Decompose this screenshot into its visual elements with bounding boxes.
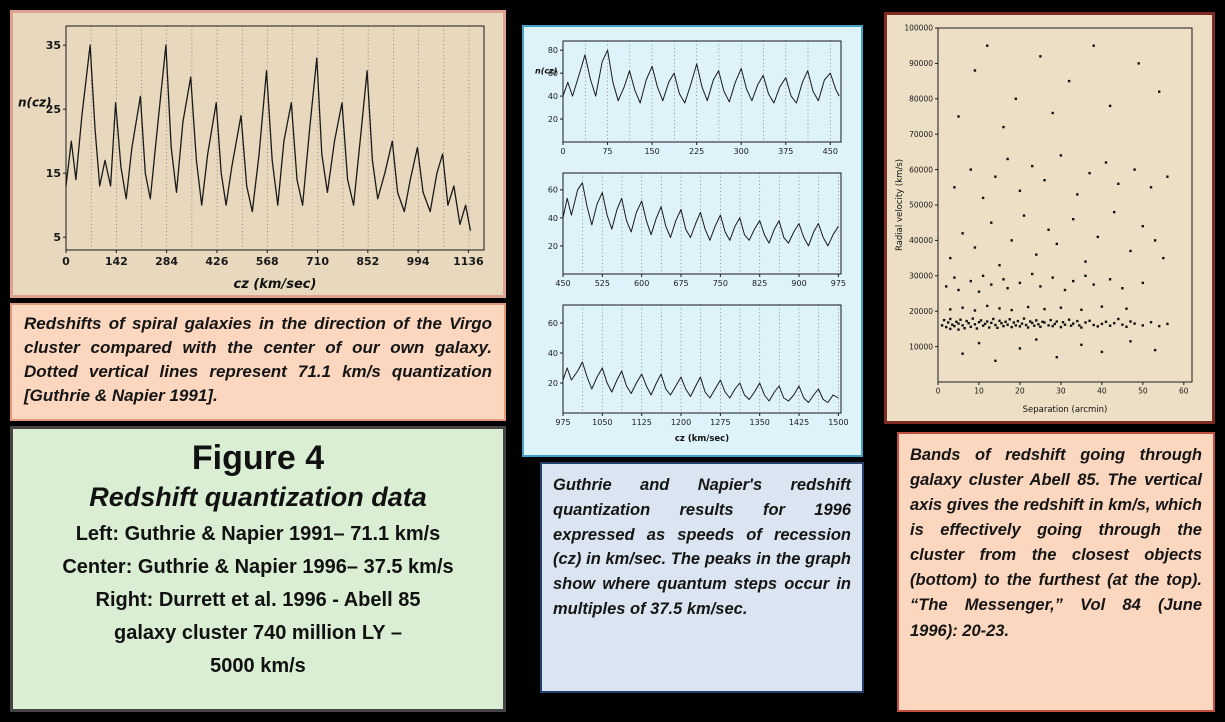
svg-text:80: 80 — [547, 46, 557, 55]
svg-text:40: 40 — [1097, 387, 1107, 396]
svg-text:225: 225 — [689, 147, 704, 156]
svg-text:40: 40 — [547, 92, 557, 101]
svg-text:10000: 10000 — [909, 342, 933, 351]
svg-text:375: 375 — [778, 147, 793, 156]
svg-text:284: 284 — [155, 255, 178, 268]
svg-text:50: 50 — [1138, 387, 1148, 396]
svg-text:35: 35 — [46, 39, 61, 52]
abell85-scatter-chart: 0 10 20 30 40 50 60 10000 20000 30000 40000 50000 60… — [890, 18, 1209, 416]
svg-text:525: 525 — [594, 279, 609, 288]
svg-text:60: 60 — [547, 186, 557, 195]
gn1996-line-chart-panel3: 975 1050 1125 1200 1275 1350 1425 1500 20 40 60 cz … — [535, 299, 851, 445]
svg-text:60000: 60000 — [909, 165, 933, 174]
svg-text:710: 710 — [306, 255, 329, 268]
virgo-caption-text: Redshifts of spiral galaxies in the dire… — [24, 314, 492, 406]
svg-text:75: 75 — [602, 147, 612, 156]
svg-text:852: 852 — [356, 255, 379, 268]
gn1996-caption-box: Guthrie and Napier's redshift quantizati… — [540, 462, 864, 693]
svg-text:150: 150 — [644, 147, 659, 156]
svg-text:1275: 1275 — [710, 418, 730, 427]
svg-text:60: 60 — [1179, 387, 1189, 396]
svg-text:5: 5 — [53, 231, 61, 244]
svg-text:70000: 70000 — [909, 130, 933, 139]
figure-legend-right-cont2: 5000 km/s — [210, 655, 306, 677]
svg-text:cz (km/sec): cz (km/sec) — [674, 434, 728, 444]
svg-text:1425: 1425 — [788, 418, 808, 427]
svg-text:1136: 1136 — [453, 255, 484, 268]
figure-subtitle: Redshift quantization data — [89, 482, 427, 512]
svg-text:n(cz): n(cz) — [18, 96, 52, 110]
svg-text:40: 40 — [547, 214, 557, 223]
svg-text:975: 975 — [555, 418, 570, 427]
svg-text:90000: 90000 — [909, 59, 933, 68]
svg-text:25: 25 — [46, 103, 61, 116]
gn1996-line-chart-panel1: 0 75 150 225 300 375 450 20 40 60 80 n(cz) — [535, 35, 851, 159]
svg-text:1350: 1350 — [749, 418, 769, 427]
svg-text:100000: 100000 — [904, 24, 933, 33]
svg-text:975: 975 — [830, 279, 845, 288]
svg-text:20: 20 — [547, 115, 557, 124]
svg-text:1200: 1200 — [670, 418, 690, 427]
virgo-chart-panel: 0 142 284 426 568 710 852 994 1136 5 15 25 35 cz (km/… — [10, 10, 506, 298]
svg-text:994: 994 — [407, 255, 430, 268]
figure-legend-center: Center: Guthrie & Napier 1996– 37.5 km/s — [62, 556, 454, 578]
gn1996-line-chart-panel2: 450 525 600 675 750 825 900 975 20 40 60 — [535, 167, 851, 291]
svg-text:20000: 20000 — [909, 307, 933, 316]
svg-text:50000: 50000 — [909, 201, 933, 210]
svg-text:80000: 80000 — [909, 95, 933, 104]
gn1996-chart-panel: 0 75 150 225 300 375 450 20 40 60 80 n(cz) 450 525 60… — [522, 25, 863, 457]
gn1996-caption-text: Guthrie and Napier's redshift quantizati… — [553, 476, 851, 618]
figure-title: Figure 4 — [191, 439, 325, 477]
figure-legend-right-cont: galaxy cluster 740 million LY – — [114, 622, 402, 644]
figure-legend-right: Right: Durrett et al. 1996 - Abell 85 — [95, 589, 421, 611]
svg-text:750: 750 — [712, 279, 727, 288]
virgo-line-chart: 0 142 284 426 568 710 852 994 1136 5 15 25 35 cz (km/… — [16, 16, 500, 292]
svg-text:30000: 30000 — [909, 272, 933, 281]
svg-text:20: 20 — [547, 379, 557, 388]
svg-text:1050: 1050 — [592, 418, 612, 427]
svg-text:426: 426 — [205, 255, 228, 268]
svg-text:60: 60 — [547, 319, 557, 328]
figure-title-box: Figure 4 Redshift quantization data Left… — [10, 426, 506, 712]
figure-legend-left: Left: Guthrie & Napier 1991– 71.1 km/s — [75, 523, 441, 545]
svg-text:20: 20 — [547, 242, 557, 251]
svg-text:1500: 1500 — [828, 418, 848, 427]
svg-text:40000: 40000 — [909, 236, 933, 245]
svg-text:40: 40 — [547, 349, 557, 358]
svg-text:Radial velocity (km/s): Radial velocity (km/s) — [895, 159, 905, 251]
virgo-caption-box: Redshifts of spiral galaxies in the dire… — [10, 303, 506, 421]
svg-text:0: 0 — [62, 255, 70, 268]
abell85-caption-box: Bands of redshift going through galaxy c… — [897, 432, 1215, 712]
svg-text:300: 300 — [733, 147, 748, 156]
svg-text:600: 600 — [634, 279, 649, 288]
abell85-caption-text: Bands of redshift going through galaxy c… — [910, 446, 1202, 640]
svg-text:30: 30 — [1056, 387, 1066, 396]
svg-text:900: 900 — [791, 279, 806, 288]
svg-text:20: 20 — [1015, 387, 1025, 396]
abell85-chart-panel: 0 10 20 30 40 50 60 10000 20000 30000 40000 50000 60… — [884, 12, 1215, 424]
svg-text:0: 0 — [936, 387, 941, 396]
svg-text:1125: 1125 — [631, 418, 651, 427]
svg-text:450: 450 — [555, 279, 570, 288]
svg-text:Separation (arcmin): Separation (arcmin) — [1023, 405, 1108, 415]
svg-text:60: 60 — [547, 69, 557, 78]
svg-text:n(cz): n(cz) — [535, 66, 557, 75]
svg-text:568: 568 — [256, 255, 279, 268]
svg-text:675: 675 — [673, 279, 688, 288]
svg-text:450: 450 — [822, 147, 837, 156]
svg-text:15: 15 — [46, 167, 61, 180]
svg-text:825: 825 — [752, 279, 767, 288]
svg-text:0: 0 — [560, 147, 565, 156]
svg-text:cz (km/sec): cz (km/sec) — [234, 277, 317, 292]
svg-text:10: 10 — [974, 387, 984, 396]
svg-text:142: 142 — [105, 255, 128, 268]
